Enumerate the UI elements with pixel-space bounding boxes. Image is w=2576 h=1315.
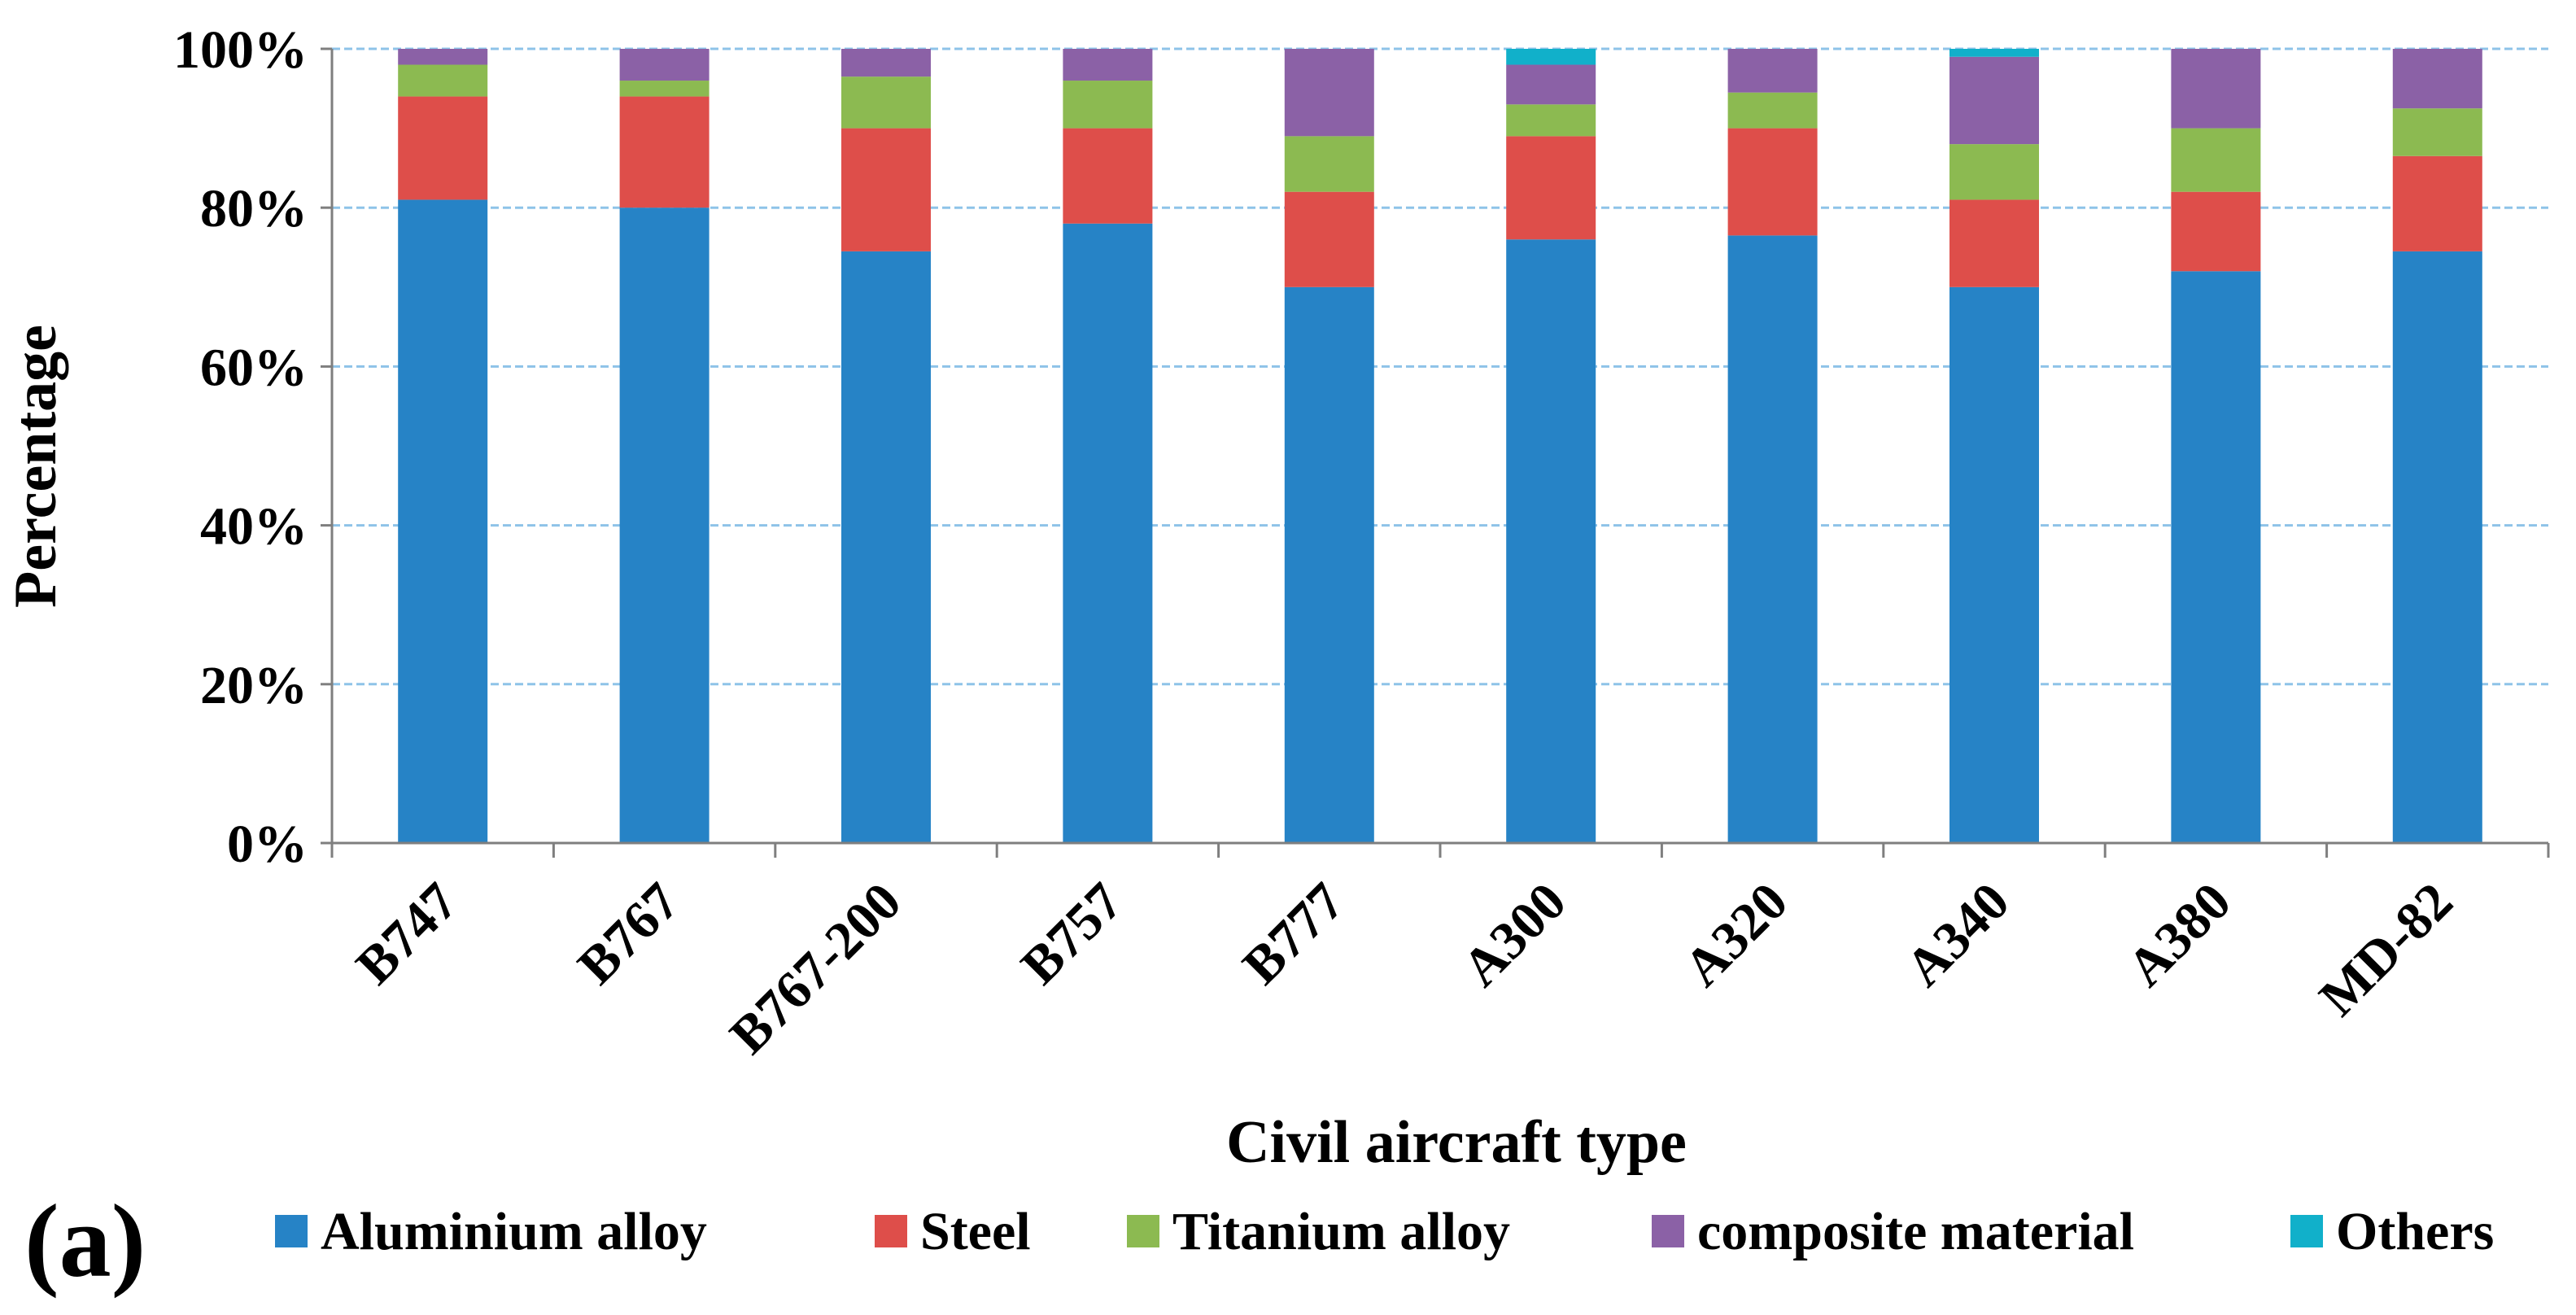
bar-b767-aluminium-alloy [619,208,709,843]
legend-swatch-others [2290,1215,2323,1247]
legend-swatch-aluminium-alloy [275,1215,308,1247]
x-tick-label-b747: B747 [345,872,469,996]
bar-md-82-composite-material [2392,49,2482,109]
legend-label-titanium-alloy: Titanium alloy [1172,1202,1510,1261]
axes [321,47,2550,858]
y-tick-label-40: 40% [200,497,308,557]
y-tick-labels: 0% 20% 40% 60% 80% 100% [173,20,308,874]
bar-b747-titanium-alloy [398,64,488,97]
x-tick-label-a380: A380 [2116,872,2242,998]
legend-label-composite-material: composite material [1697,1202,2134,1261]
bar-a320-composite-material [1727,49,1818,93]
legend-label-others: Others [2336,1202,2494,1261]
bar-b747-steel [398,96,488,200]
bar-a300-steel [1506,136,1596,240]
bar-a300-aluminium-alloy [1506,239,1596,843]
x-axis-title: Civil aircraft type [1226,1109,1687,1176]
bar-b747-composite-material [398,49,488,65]
bar-a300-composite-material [1506,64,1596,105]
bar-a340-titanium-alloy [1949,144,2039,200]
x-tick-label-b777: B777 [1232,872,1356,996]
bar-b767-composite-material [619,49,709,81]
legend-swatch-steel [875,1215,907,1247]
bar-b757-steel [1063,128,1153,224]
bar-b777-aluminium-alloy [1284,286,1374,843]
bar-b757-aluminium-alloy [1063,223,1153,844]
bar-b777-steel [1284,191,1374,287]
x-tick-label-a300: A300 [1451,872,1577,998]
bar-b757-composite-material [1063,49,1153,81]
bar-b777-composite-material [1284,49,1374,137]
y-axis-title: Percentage [2,325,69,608]
x-tick-label-b757: B757 [1010,872,1134,996]
bar-a380-steel [2171,191,2261,272]
bar-a340-aluminium-alloy [1949,286,2039,843]
bar-b767-steel [619,96,709,208]
bar-a320-steel [1727,128,1818,236]
bar-md-82-steel [2392,155,2482,251]
bar-b767-200-composite-material [841,49,931,77]
x-tick-label-b767-200: B767-200 [718,872,912,1065]
legend-swatch-titanium-alloy [1127,1215,1159,1247]
bar-md-82-aluminium-alloy [2392,251,2482,843]
legend-label-steel: Steel [920,1202,1031,1261]
bar-a340-steel [1949,199,2039,287]
bar-b747-aluminium-alloy [398,199,488,843]
y-tick-label-60: 60% [200,338,308,397]
x-tick-label-a320: A320 [1673,872,1799,998]
x-tick-labels: B747 B767 B767-200 B757 B777 A300 A320 A340 A380… [345,872,2464,1065]
bar-a320-aluminium-alloy [1727,235,1818,843]
bar-b767-titanium-alloy [619,81,709,97]
x-tick-label-b767: B767 [566,872,691,996]
bar-a380-composite-material [2171,49,2261,129]
legend-label-aluminium-alloy: Aluminium alloy [321,1202,707,1261]
bar-a300-others [1506,49,1596,65]
x-tick-label-a340: A340 [1894,872,2020,998]
x-tick-label-md-82: MD-82 [2308,872,2465,1028]
bar-a340-others [1949,49,2039,57]
bar-a300-titanium-alloy [1506,104,1596,137]
bar-b767-200-steel [841,128,931,251]
legend-swatch-composite-material [1652,1215,1684,1247]
bar-md-82-titanium-alloy [2392,108,2482,156]
bar-a380-titanium-alloy [2171,128,2261,192]
bar-b767-200-aluminium-alloy [841,251,931,843]
bar-a320-titanium-alloy [1727,92,1818,129]
bar-b767-200-titanium-alloy [841,76,931,129]
y-tick-label-100: 100% [173,20,308,80]
bar-b757-titanium-alloy [1063,81,1153,129]
y-tick-label-20: 20% [200,656,308,715]
panel-label: (a) [24,1183,146,1299]
y-tick-label-80: 80% [200,179,308,238]
bar-a340-composite-material [1949,56,2039,145]
bar-b777-titanium-alloy [1284,136,1374,192]
legend: Aluminium alloy Steel Titanium alloy compos… [275,1202,2494,1261]
bars [398,49,2482,844]
bar-a380-aluminium-alloy [2171,271,2261,843]
y-tick-label-0: 0% [227,815,308,874]
